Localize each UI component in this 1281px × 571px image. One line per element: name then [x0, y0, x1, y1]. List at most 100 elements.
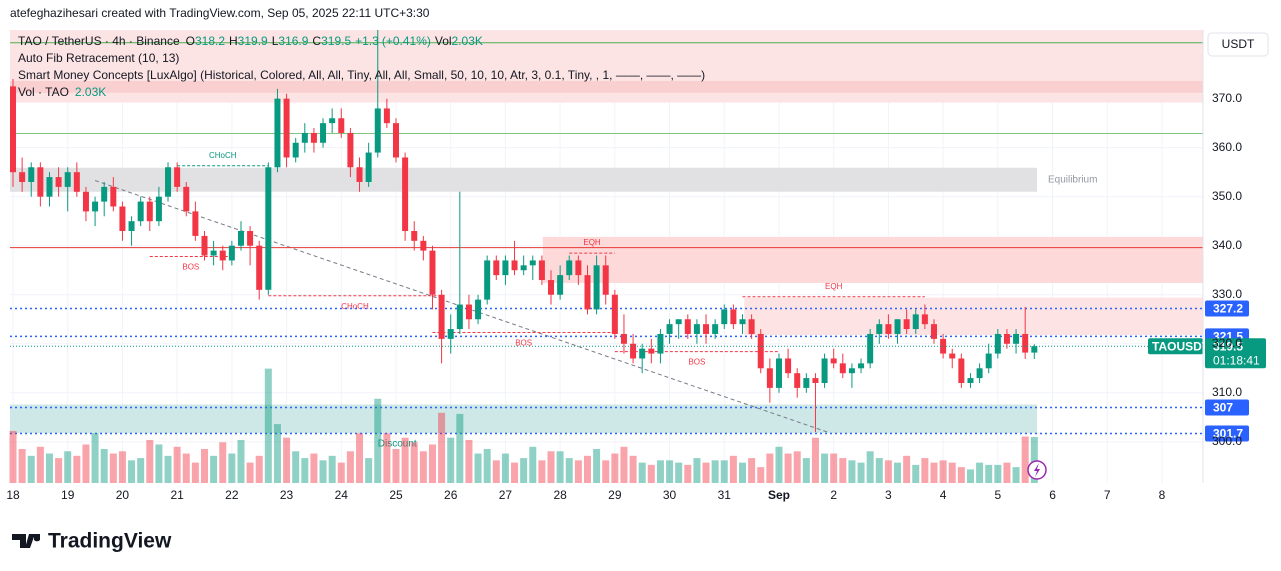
volume-bar: [1012, 467, 1020, 483]
volume-bar: [702, 462, 710, 483]
x-tick-label: 22: [225, 488, 239, 502]
x-tick-label: 7: [1104, 488, 1111, 502]
candle-body: [721, 309, 728, 325]
volume-bar: [830, 453, 838, 483]
x-tick-label: 30: [663, 488, 677, 502]
price-tag-label: 301.7: [1213, 427, 1243, 441]
x-tick-label: 26: [444, 488, 458, 502]
volume-bar: [301, 458, 309, 483]
x-tick-label: 25: [389, 488, 403, 502]
candle-body: [301, 132, 308, 143]
volume-bar: [620, 446, 628, 483]
volume-bar: [447, 437, 455, 483]
ohlc-key: L: [272, 34, 279, 48]
ohlc-key: C: [312, 34, 321, 48]
candle-body: [37, 167, 44, 197]
candle-body: [183, 186, 190, 212]
candle-body: [283, 98, 290, 158]
indicator-legend: Smart Money Concepts [LuxAlgo] (Historic…: [18, 68, 705, 82]
candle-body: [684, 319, 691, 334]
volume-bar: [766, 453, 774, 483]
countdown: 01:18:41: [1213, 353, 1260, 367]
structure-label: BOS: [182, 263, 199, 272]
candle-body: [101, 186, 108, 202]
candle-body: [557, 275, 564, 295]
volume-bar: [884, 460, 892, 483]
volume-bar: [164, 455, 172, 483]
candle-body: [383, 108, 390, 124]
volume-bar: [128, 460, 136, 483]
volume-bar: [547, 451, 555, 483]
candle-body: [146, 201, 153, 222]
volume-bar: [1003, 462, 1011, 483]
price-tag-label: 307: [1213, 401, 1233, 415]
y-tick-label: 370.0: [1212, 91, 1242, 105]
volume-bar: [757, 467, 765, 483]
volume-bar: [109, 453, 117, 483]
candle-body: [392, 123, 399, 158]
ohlc-key: O: [186, 34, 195, 48]
candle-body: [839, 363, 846, 374]
candle-body: [484, 260, 491, 300]
volume-bar: [912, 464, 920, 483]
volume-bar: [939, 460, 947, 483]
x-tick-label: 28: [553, 488, 567, 502]
candle-body: [28, 167, 35, 182]
candle-body: [657, 333, 664, 354]
volume-bar: [775, 446, 783, 483]
candle-body: [921, 314, 928, 325]
volume-bar: [593, 449, 601, 483]
legend-line: TAO / TetherUS · 4h · Binance O318.2 H319.…: [18, 34, 483, 48]
candle-body: [894, 319, 901, 334]
candle-body: [630, 343, 637, 359]
x-tick-label: 4: [940, 488, 947, 502]
candle-body: [329, 118, 336, 124]
candle-body: [548, 280, 555, 295]
volume-bar: [565, 458, 573, 483]
candle-body: [19, 172, 26, 182]
candle-body: [320, 123, 327, 143]
volume-bar: [538, 460, 546, 483]
volume-bar: [492, 460, 500, 483]
candle-body: [374, 108, 381, 153]
volume-bar: [501, 453, 509, 483]
volume-bar: [784, 453, 792, 483]
candle-body: [511, 260, 518, 271]
candle-body: [502, 260, 509, 276]
structure-label: EQH: [583, 238, 601, 247]
x-tick-label: 27: [499, 488, 513, 502]
zone: [542, 236, 1203, 283]
alert-icon[interactable]: [1027, 460, 1047, 480]
candle-body: [1003, 333, 1010, 344]
currency[interactable]: USDT: [1222, 37, 1255, 51]
x-tick-label: 23: [280, 488, 294, 502]
candle-body: [994, 333, 1001, 354]
volume-key: Vol: [435, 34, 452, 48]
candle-body: [903, 319, 910, 330]
volume-bar: [811, 437, 819, 483]
candle-body: [912, 314, 919, 330]
volume-bar: [574, 460, 582, 483]
change: +1.3: [355, 34, 379, 48]
ohlc-value: 319.5: [321, 34, 351, 48]
volume-bar: [428, 444, 436, 483]
volume-bar: [647, 464, 655, 483]
volume-bar: [711, 460, 719, 483]
volume-bar: [292, 451, 300, 483]
zone-label: Equilibrium: [1048, 175, 1097, 186]
candle-body: [1031, 346, 1038, 353]
currency-button[interactable]: [1207, 32, 1269, 57]
candle-body: [675, 319, 682, 325]
volume-bar: [802, 458, 810, 483]
volume-bar: [529, 446, 537, 483]
volume-bar: [1021, 436, 1029, 483]
volume-bar: [666, 460, 674, 483]
candle-body: [292, 142, 299, 158]
candle-body: [174, 167, 181, 187]
symbol-tag-label: TAOUSDT: [1152, 339, 1210, 353]
volume-bar: [748, 458, 756, 483]
volume-value: 2.03K: [452, 34, 483, 48]
candle-body: [830, 358, 837, 364]
candle-body: [867, 333, 874, 364]
